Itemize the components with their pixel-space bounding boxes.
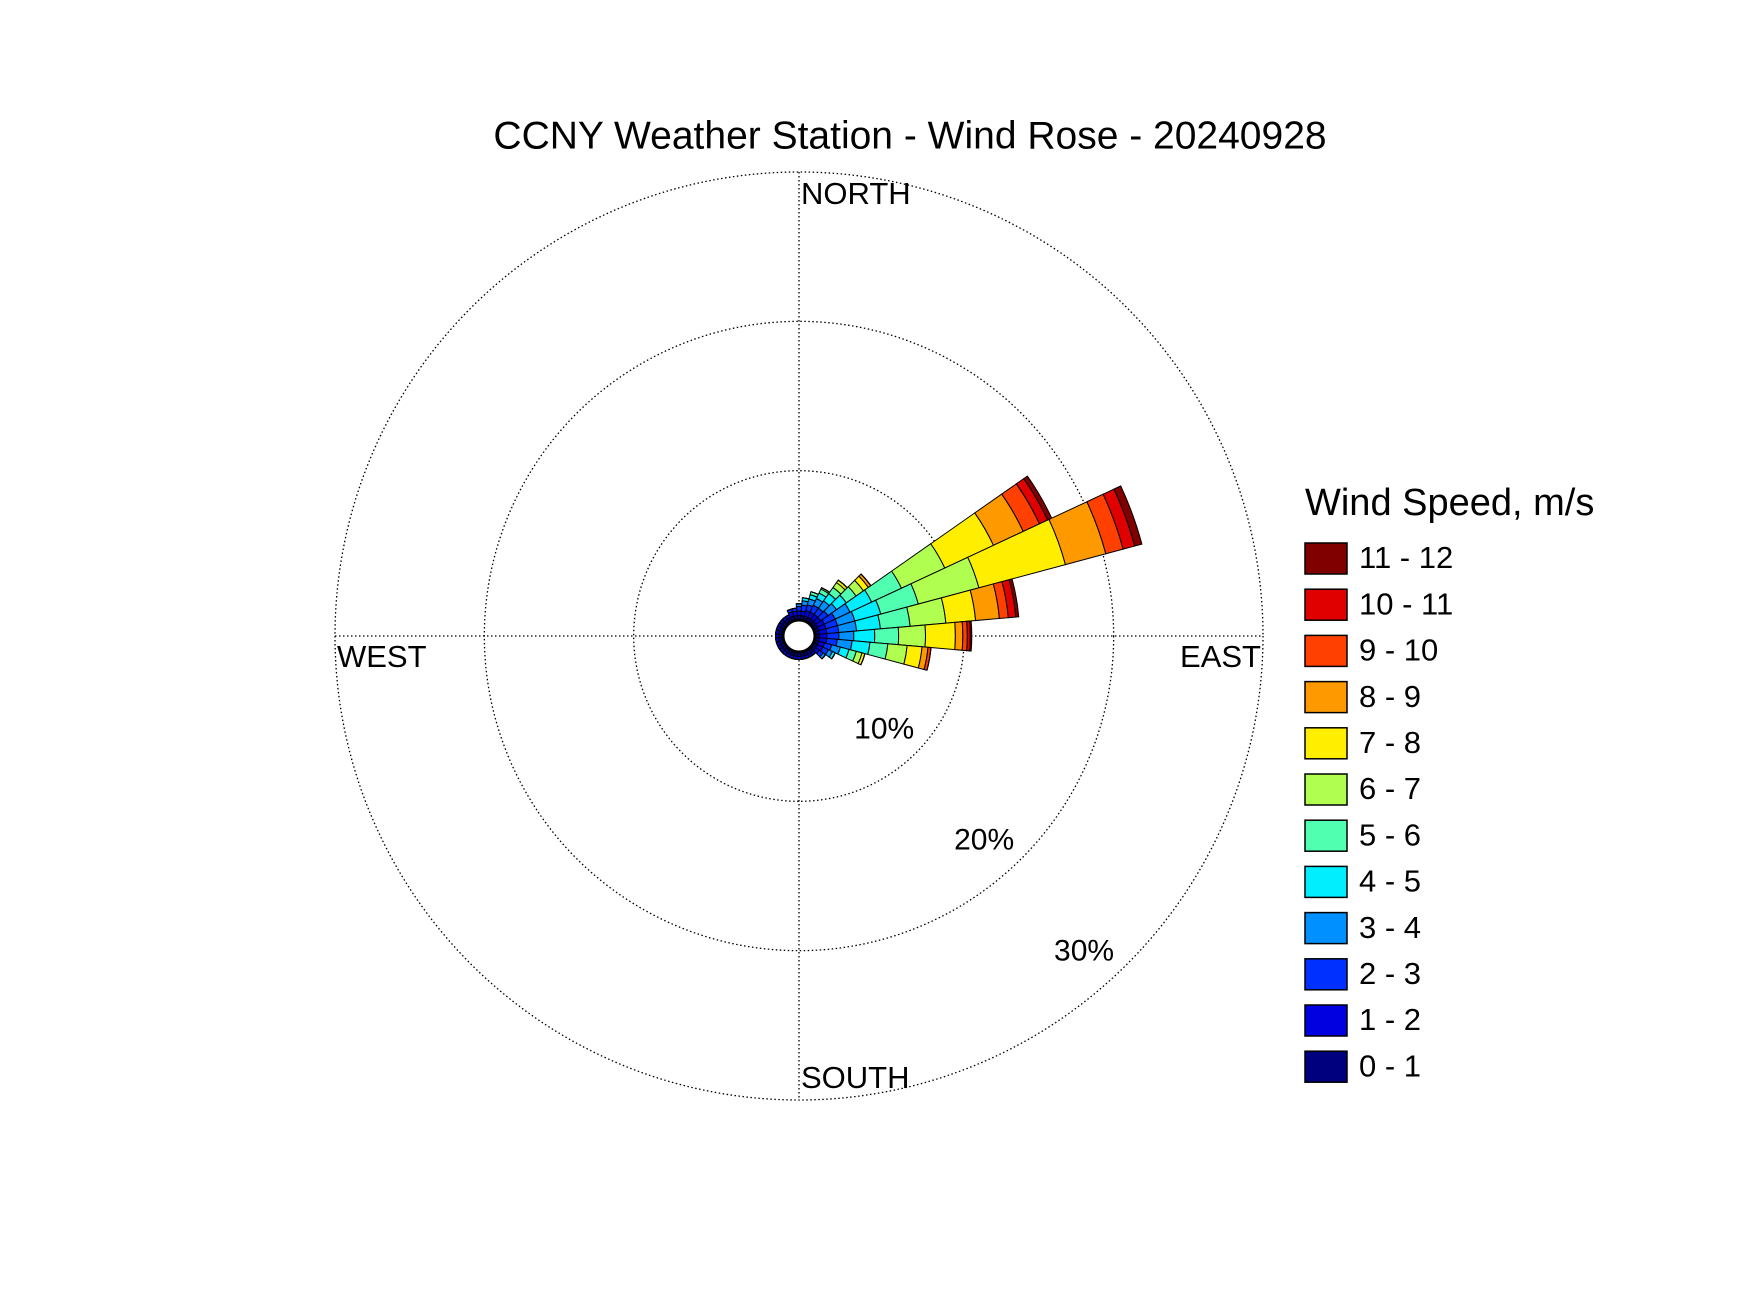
legend-swatch: [1304, 911, 1348, 945]
legend-label: 9 - 10: [1359, 633, 1438, 668]
wedge-segment: [1113, 485, 1143, 547]
legend-title: Wind Speed, m/s: [1305, 482, 1594, 524]
legend-label: 4 - 5: [1359, 864, 1421, 899]
legend-swatch: [1304, 819, 1348, 852]
wedge-segment: [873, 626, 900, 646]
legend-label: 0 - 1: [1359, 1048, 1421, 1083]
center-hole: [781, 618, 817, 654]
legend-label: 8 - 9: [1359, 679, 1421, 714]
legend-swatch: [1304, 773, 1348, 806]
wedge-segment: [884, 643, 908, 665]
compass-label: NORTH: [801, 176, 911, 211]
wedge-segment: [1008, 578, 1020, 618]
wedge-segment: [831, 652, 836, 660]
chart-title: CCNY Weather Station - Wind Rose - 20240…: [493, 114, 1326, 157]
legend-label: 1 - 2: [1359, 1002, 1421, 1037]
legend-label: 10 - 11: [1359, 586, 1453, 621]
legend-swatch: [1304, 1004, 1348, 1037]
ring-label: 20%: [954, 824, 1014, 857]
legend-label: 3 - 4: [1359, 910, 1421, 945]
compass-label: WEST: [337, 639, 427, 674]
legend-label: 2 - 3: [1359, 956, 1421, 991]
wedge-segment: [897, 624, 927, 648]
ring-label: 30%: [1054, 935, 1114, 968]
legend-swatch: [1304, 680, 1348, 714]
compass-label: SOUTH: [801, 1060, 910, 1095]
legend-swatch: [1304, 958, 1348, 991]
legend-label: 7 - 8: [1359, 725, 1421, 760]
legend-swatch: [1304, 542, 1348, 575]
wedge-segment: [969, 620, 973, 652]
wedge-segment: [924, 621, 956, 651]
legend-swatch: [1304, 1050, 1348, 1083]
legend-label: 5 - 6: [1359, 817, 1421, 852]
wedge-segment: [791, 607, 797, 610]
legend-label: 6 - 7: [1359, 771, 1421, 806]
legend-swatch: [1304, 588, 1348, 621]
legend-swatch: [1304, 727, 1348, 760]
wedge-segment: [926, 647, 932, 671]
wedge-segment: [867, 641, 889, 660]
wedge-segment: [954, 621, 964, 651]
wedge-segment: [821, 654, 826, 660]
ring-label: 10%: [854, 713, 914, 746]
legend-swatch: [1304, 634, 1348, 668]
legend-label: 11 - 12: [1359, 540, 1453, 575]
legend-swatch: [1304, 865, 1348, 899]
compass-label: EAST: [1180, 639, 1261, 674]
